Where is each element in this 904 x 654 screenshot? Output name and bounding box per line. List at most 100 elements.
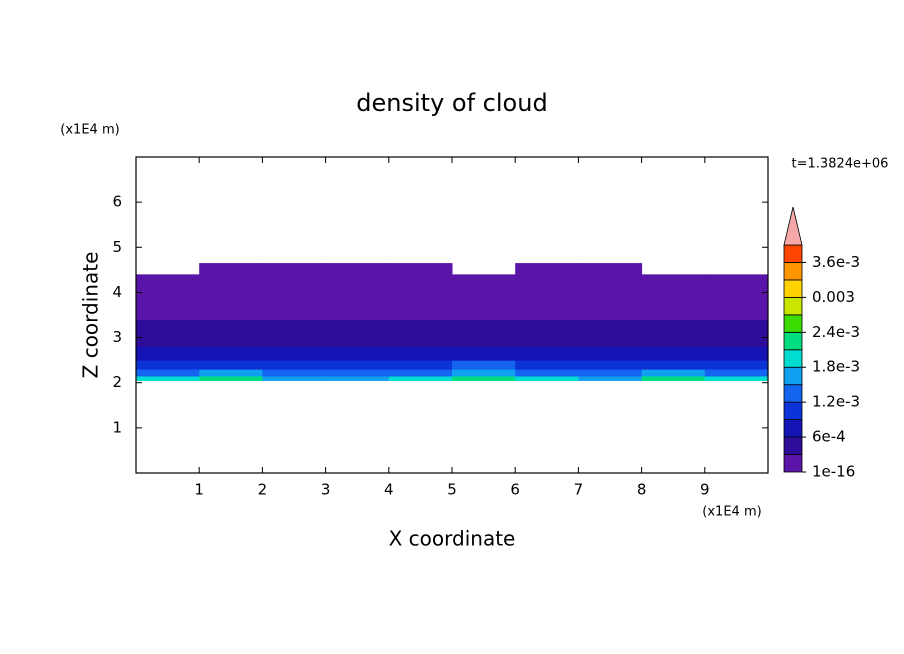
contour-cell [262,287,327,302]
colorbar-segment [783,262,803,281]
contour-cell [704,360,769,370]
contour-cell [704,375,769,381]
contour-cell [199,263,263,275]
contour-cell [578,274,643,289]
contour-cell [515,369,579,377]
contour-cell [136,274,200,289]
contour-cell [325,287,390,302]
contour-cell [641,369,706,377]
contour-cell [388,375,453,381]
colorbar-label: 6e-4 [812,428,846,446]
colorbar-segment [783,384,803,403]
contour-cell [262,301,327,321]
contour-cell [262,346,327,361]
contour-cell [388,346,453,361]
contour-cell [704,301,769,321]
y-tick-label: 6 [112,193,122,211]
contour-cell [641,346,706,361]
y-axis-label: Z coordinate [79,252,103,379]
colorbar-label: 0.003 [812,288,855,306]
colorbar-segment [783,419,803,438]
chart-title: density of cloud [356,89,547,117]
colorbar-label: 2.4e-3 [812,323,860,341]
contour-cell [704,287,769,302]
contour-cell [325,319,390,334]
contour-cell [578,301,643,321]
contour-cell [199,287,263,302]
colorbar-segment [783,314,803,333]
x-tick-label: 9 [700,481,710,499]
colorbar-segment [783,244,803,263]
contour-cell [388,301,453,321]
contour-cell [578,346,643,361]
contour-cell [641,301,706,321]
contour-cell [325,375,390,381]
contour-cell [199,375,263,381]
contour-cell [388,319,453,334]
contour-cell [325,360,390,370]
contour-cell [325,301,390,321]
colorbar-label: 3.6e-3 [812,253,860,271]
contour-cell [578,333,643,348]
contour-cell [704,274,769,289]
contour-cell [704,346,769,361]
contour-cell [136,360,200,370]
contour-cell [452,301,516,321]
x-axis-label: X coordinate [389,527,516,551]
contour-cell [262,274,327,289]
contour-cell [136,346,200,361]
colorbar-label: 1.2e-3 [812,393,860,411]
contour-cell [704,319,769,334]
contour-cell [199,346,263,361]
contour-cell [136,319,200,334]
x-tick-label: 4 [384,481,394,499]
colorbar-segment [783,349,803,368]
contour-cell [641,319,706,334]
colorbar-segment [783,279,803,298]
contour-cell [136,287,200,302]
x-tick-label: 6 [510,481,520,499]
contour-cell [199,369,263,377]
contour-cell [578,287,643,302]
contour-cell [388,274,453,289]
x-tick-label: 8 [637,481,647,499]
contour-cell [515,287,579,302]
contour-cell [641,274,706,289]
contour-cell [199,274,263,289]
contour-cell [136,369,200,377]
x-tick-label: 2 [258,481,268,499]
contour-cell [199,301,263,321]
y-tick-label: 5 [112,238,122,256]
contour-cell [515,360,579,370]
contour-cell [325,369,390,377]
contour-cell [515,333,579,348]
contour-cell [262,360,327,370]
colorbar-segment [783,401,803,421]
colorbar-overflow [783,206,803,246]
contour-cell [704,369,769,377]
contour-cell [641,360,706,370]
contour-cell [136,301,200,321]
y-tick-label: 2 [112,373,122,391]
contour-cell [515,301,579,321]
y-unit: (x1E4 m) [60,123,119,138]
contour-cell [578,319,643,334]
contour-cell [515,319,579,334]
x-tick-label: 7 [574,481,584,499]
contour-cell [262,369,327,377]
time-label: t=1.3824e+06 [792,157,889,172]
contour-cell [578,375,643,381]
contour-cell [262,263,327,275]
contour-cell [641,287,706,302]
contour-cell [515,274,579,289]
contour-cell [199,360,263,370]
contour-cell [262,333,327,348]
contour-cell [452,369,516,377]
contour-cell [388,263,453,275]
contour-cell [325,333,390,348]
contour-cell [578,360,643,370]
colorbar-segment [783,296,803,316]
contour-cell [136,333,200,348]
colorbar-label: 1e-16 [812,463,855,481]
contour-cell [325,274,390,289]
